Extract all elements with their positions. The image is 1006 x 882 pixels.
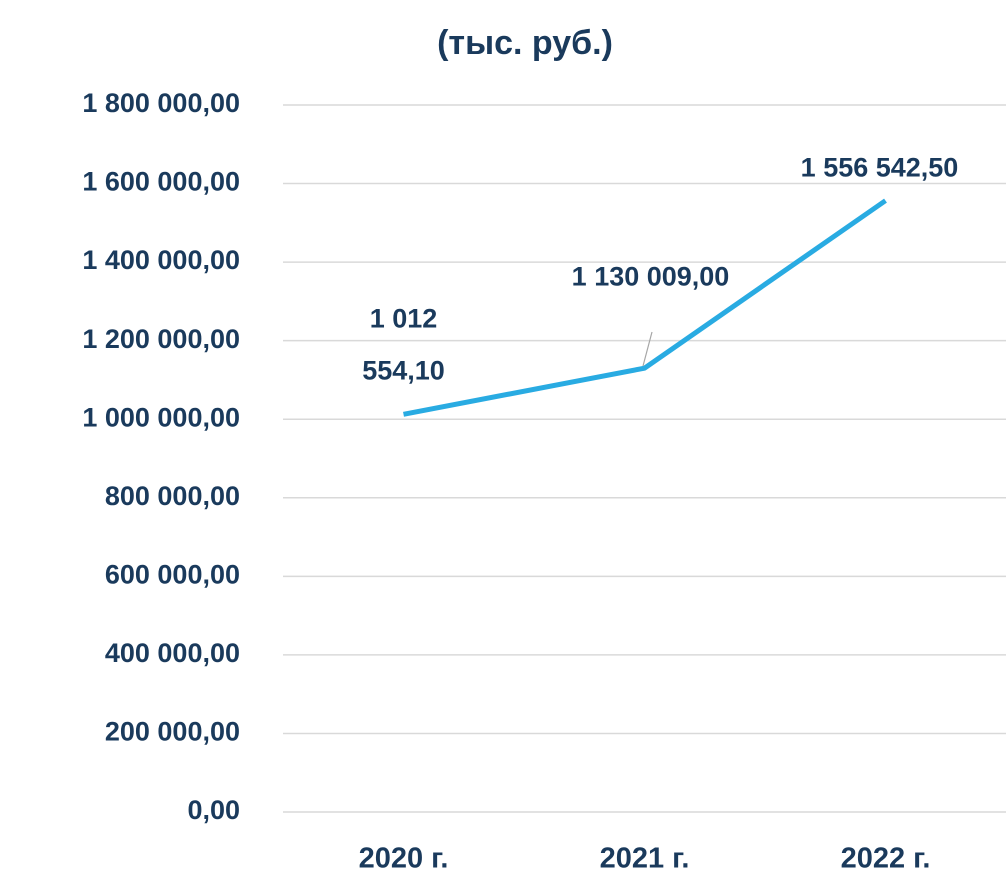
x-tick-label: 2020 г. [359,843,449,875]
y-tick-label: 600 000,00 [105,559,240,589]
y-tick-label: 400 000,00 [105,638,240,668]
y-tick-label: 200 000,00 [105,717,240,747]
x-tick-label: 2021 г. [600,843,690,875]
data-label: 1 556 542,50 [801,153,959,183]
y-tick-label: 800 000,00 [105,481,240,511]
data-label: 1 012 554,10 [362,303,445,385]
y-tick-label: 1 000 000,00 [82,402,240,432]
y-tick-label: 1 200 000,00 [82,324,240,354]
y-tick-label: 1 400 000,00 [82,245,240,275]
data-label: 1 130 009,00 [572,261,730,291]
x-tick-label: 2022 г. [841,843,931,875]
leader-line [642,331,653,367]
y-tick-label: 1 800 000,00 [82,88,240,118]
y-tick-label: 0,00 [187,795,240,825]
chart-title: (тыс. руб.) [437,24,613,62]
y-tick-label: 1 600 000,00 [82,167,240,197]
line [403,198,887,417]
